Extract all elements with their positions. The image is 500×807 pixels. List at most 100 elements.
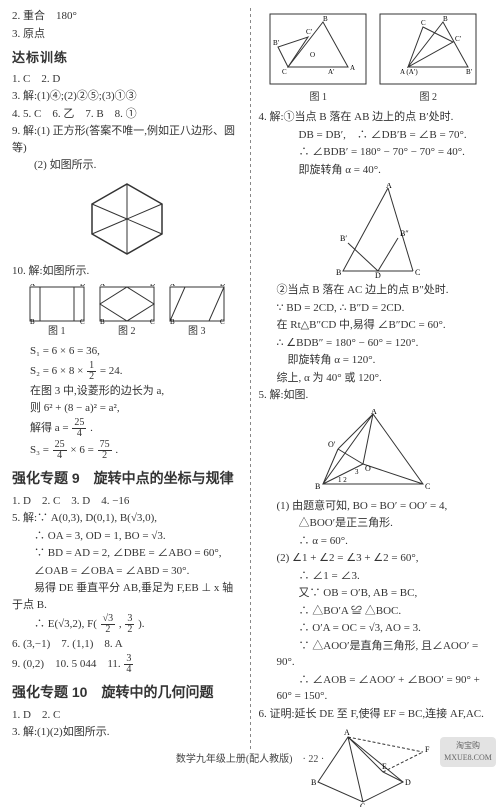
text-line: ∴ ∠1 = ∠3. [259,568,489,585]
text-line: (2) 如图所示. [12,157,242,174]
text-line: 即旋转角 α = 40°. [259,162,489,179]
text-line: ∴ α = 60°. [259,533,489,550]
watermark-badge: 淘宝购 MXUE8.COM [440,737,496,767]
text-line: 又∵ OB = O′B, AB = BC, [259,585,489,602]
triangle-figure-icon: A B C D B′ B″ [318,183,428,278]
figure-1: B A C O A′ B′ C′ 图 1 [268,12,368,105]
figure-1: A D B C 图 1 [27,284,87,339]
text-line: 1. D 2. C [12,707,242,724]
svg-text:A: A [350,64,355,72]
svg-text:A (A′): A (A′) [400,68,418,76]
text-line: 5. 解:∵ A(0,3), D(0,1), B(√3,0), [12,510,242,527]
svg-text:O: O [310,51,315,59]
page-two-column: 2. 重合 180° 3. 原点 达标训练 1. C 2. D 3. 解:(1)… [0,0,500,771]
text-line: ∠OAB = ∠OBA = ∠ABD = 30°. [12,563,242,580]
text-line: S₂ = 6 × 8 × 12 = 24. [12,361,242,382]
figure-3: AD BC 图 3 [167,284,227,339]
text-line: 3. 原点 [12,26,242,43]
svg-text:C: C [282,68,287,76]
svg-text:B″: B″ [400,229,409,238]
text-line: 6. (3,−1) 7. (1,1) 8. A [12,636,242,653]
hexagon-icon [82,179,172,259]
text-line: . [90,422,93,434]
text-line: 4. 5. C 6. 乙 7. B 8. ① [12,106,242,123]
svg-text:A: A [386,183,392,190]
text-line: S₃ = 254 × 6 = 752 . [12,440,242,461]
figure-triangle: A B C D B′ B″ [259,183,489,278]
text-line: ∴ ∠BDB″ = 180° − 60° = 120°. [259,335,489,352]
svg-text:O: O [365,464,371,473]
text-line: ∴ E(√3,2), F( [12,618,97,630]
pentagon-figure-icon: A B C D E F [308,727,438,807]
text-line: 易得 DE 垂直平分 AB,垂足为 F,EB ⊥ x 轴于点 B. [12,580,242,613]
figure-label: 图 2 [97,324,157,339]
fraction: 12 [87,361,96,382]
figure-label: 图 1 [268,90,368,105]
svg-text:D: D [80,284,85,288]
figure-2: B B′ A (A′) C C′ 图 2 [378,12,478,105]
figure-q5: A B C O O′ 1 2 3 [259,409,489,494]
text-line: S₁ = 6 × 6 = 36, [12,343,242,360]
svg-text:B′: B′ [273,39,280,47]
svg-text:C: C [425,482,430,491]
text-line: ∵ BD = AD = 2, ∠DBE = ∠ABO = 60°, [12,545,242,562]
text-line: 解得 a = [30,422,71,434]
watermark-bottom: MXUE8.COM [444,752,492,764]
svg-text:D: D [150,284,155,288]
svg-text:A′: A′ [328,68,335,76]
svg-text:B: B [100,318,105,324]
svg-text:C′: C′ [455,35,462,43]
text-line: = 24. [100,365,123,377]
svg-text:B′: B′ [466,68,473,76]
text-line: ②当点 B 落在 AC 边上的点 B″处时. [259,282,489,299]
right-column: B A C O A′ B′ C′ 图 1 B B′ A (A′) [259,8,489,751]
text-line: ∴ OA = 3, OD = 1, BO = √3. [12,528,242,545]
rhombus-figure-icon: A D B C [97,284,157,324]
fraction: √32 [101,614,116,635]
text-line: 即旋转角 α = 120°. [259,352,489,369]
figure-row-two: B A C O A′ B′ C′ 图 1 B B′ A (A′) [259,12,489,105]
text-line: 1. C 2. D [12,71,242,88]
text-line: ∵ △AOO′是直角三角形, 且∠AOO′ = 90°. [259,638,489,671]
svg-text:C: C [421,19,426,27]
svg-text:A: A [100,284,105,288]
fraction: 34 [124,654,133,675]
text-line: (1) 由题意可知, BO = BO′ = OO′ = 4, [259,498,489,515]
text-line: DB = DB′, ∴ ∠DB′B = ∠B = 70°. [259,127,489,144]
svg-text:C′: C′ [306,28,313,36]
svg-text:B: B [323,15,328,23]
text-line: 3. 解:(1)④;(2)②⑤;(3)①③ [12,88,242,105]
figure-hexagon [12,179,242,259]
svg-text:C: C [360,802,365,807]
text-line: 解得 a = 254 . [12,418,242,439]
text-line: ∴ O′A = OC = √3, AO = 3. [259,620,489,637]
text-line: △BOO′是正三角形. [259,515,489,532]
svg-text:B: B [30,318,35,324]
text-line: 6. 证明:延长 DE 至 F,使得 EF = BC,连接 AF,AC. [259,706,489,723]
text-line: 9. (0,2) 10. 5 044 11. 34 [12,654,242,675]
square-figure-icon: A D B C [27,284,87,324]
text-line: ∴ △BO′A ≌ △BOC. [259,603,489,620]
svg-text:B: B [170,318,175,324]
text-line: 在图 3 中,设菱形的边长为 a, [12,383,242,400]
svg-text:D: D [375,271,381,278]
figure-row-three: A D B C 图 1 A D B C 图 2 A D B C [12,284,242,339]
text-line: S₃ = [30,444,52,456]
svg-text:C: C [220,318,225,324]
rotation-figure-1-icon: B A C O A′ B′ C′ [268,12,368,90]
svg-text:A: A [30,284,35,288]
fraction: 752 [98,440,112,461]
page-footer: 数学九年级上册(配人教版) · 22 · [0,752,500,767]
watermark-top: 淘宝购 [456,740,480,752]
svg-text:C: C [150,318,155,324]
column-divider [250,8,251,751]
svg-text:D: D [405,778,411,787]
figure-label: 图 2 [378,90,478,105]
text-line: 综上, α 为 40° 或 120°. [259,370,489,387]
svg-text:B: B [315,482,320,491]
svg-text:D: D [220,284,225,288]
figure-label: 图 1 [27,324,87,339]
text-line: ∴ ∠AOB = ∠AOO′ + ∠BOO′ = 90° + 60° = 150… [259,672,489,705]
figure-label: 图 3 [167,324,227,339]
svg-text:C: C [80,318,85,324]
